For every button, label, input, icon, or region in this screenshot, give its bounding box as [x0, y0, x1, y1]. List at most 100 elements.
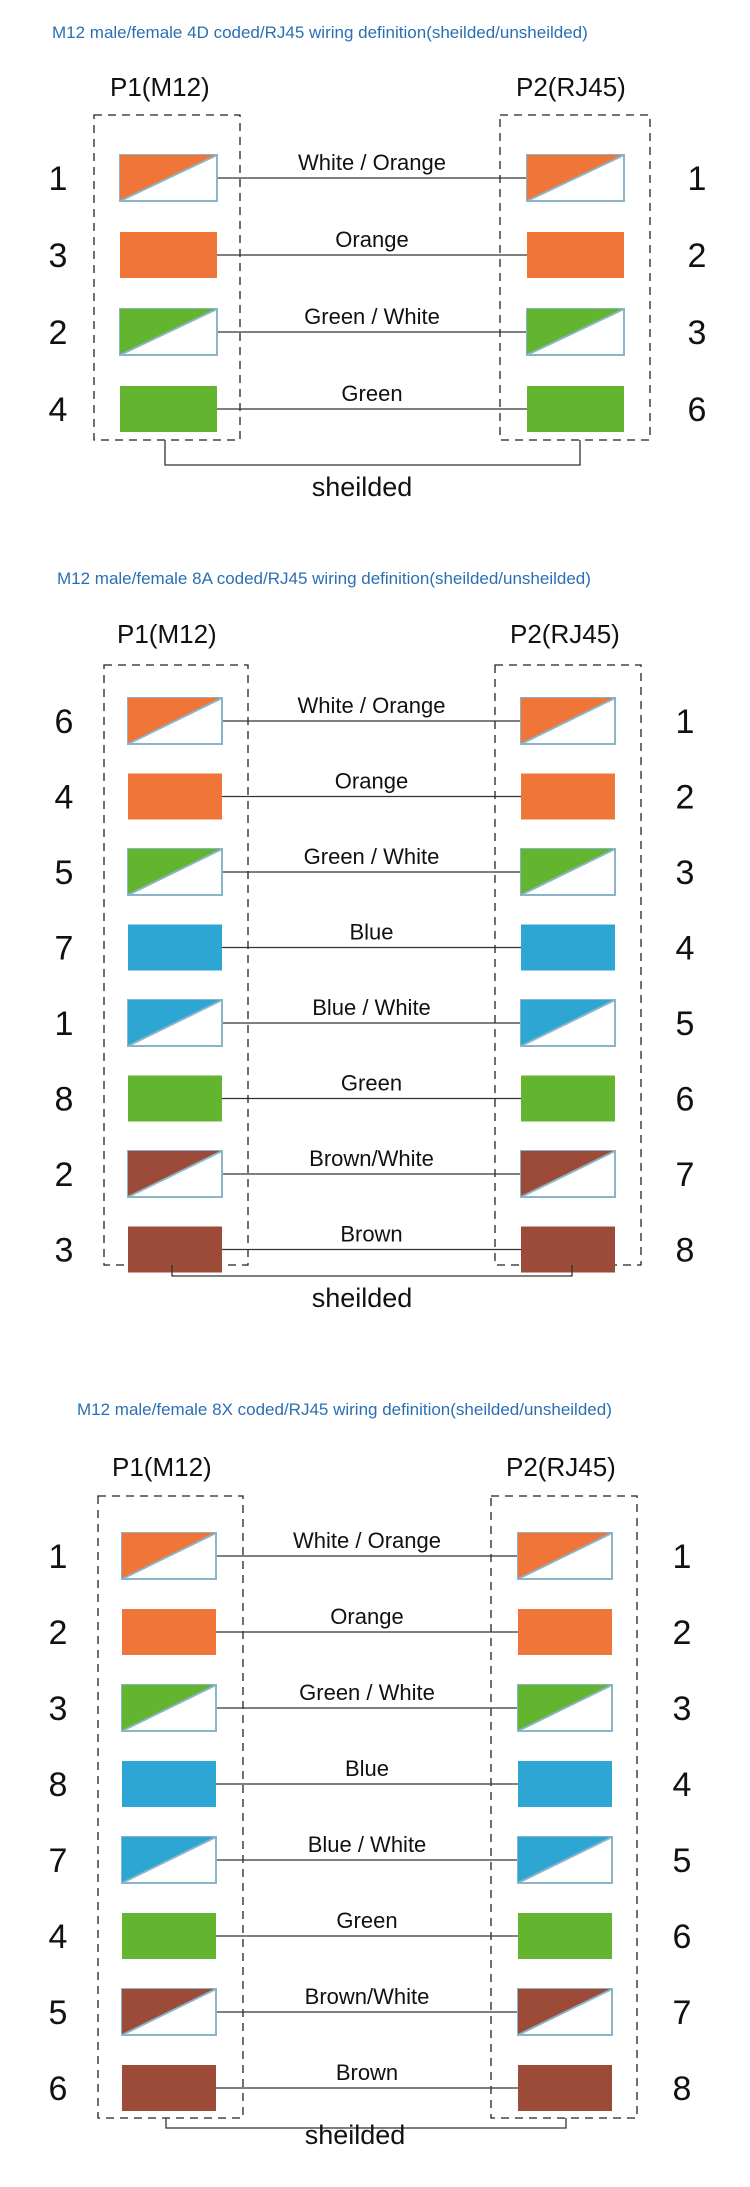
left-wire-swatch [127, 999, 223, 1047]
wire-label: Brown/White [309, 1146, 434, 1171]
left-wire-swatch [121, 1684, 217, 1732]
right-pin-number: 6 [688, 391, 707, 429]
left-pin-number: 2 [49, 314, 68, 352]
left-wire-swatch [128, 773, 222, 820]
wiring-diagram-2: M12 male/female 8A coded/RJ45 wiring def… [55, 569, 695, 1313]
right-connector-header: P2(RJ45) [506, 1452, 616, 1482]
left-pin-number: 4 [49, 391, 68, 429]
wire-row: Blue / White 1 5 [55, 995, 695, 1047]
wire-label: Orange [335, 227, 408, 252]
right-pin-number: 4 [673, 1766, 692, 1804]
right-pin-number: 1 [676, 703, 695, 741]
wire-label: Green [341, 1071, 402, 1096]
left-wire-swatch [120, 386, 217, 432]
right-wire-swatch [517, 1684, 613, 1732]
wire-label: Green / White [299, 1680, 435, 1705]
right-connector-box [499, 114, 651, 441]
right-wire-swatch [520, 848, 616, 896]
wire-row: Brown 3 8 [55, 1222, 694, 1273]
right-wire-swatch [517, 1532, 613, 1580]
right-pin-number: 7 [676, 1156, 695, 1194]
diagram-title: M12 male/female 4D coded/RJ45 wiring def… [52, 23, 588, 42]
left-pin-number: 2 [55, 1156, 74, 1194]
left-wire-swatch [119, 154, 218, 202]
left-pin-number: 1 [55, 1005, 74, 1043]
wire-label: White / Orange [298, 693, 446, 718]
right-pin-number: 7 [673, 1994, 692, 2032]
right-pin-number: 3 [688, 314, 707, 352]
right-pin-number: 2 [673, 1614, 692, 1652]
wire-label: Blue / White [308, 1832, 427, 1857]
right-pin-number: 5 [676, 1005, 695, 1043]
wire-row: Brown/White 5 7 [49, 1984, 692, 2036]
left-pin-number: 8 [55, 1081, 74, 1119]
shield-bracket [165, 2118, 567, 2129]
right-connector-box [490, 1495, 638, 2119]
wire-row: Orange 4 2 [55, 769, 695, 820]
left-pin-number: 5 [49, 1994, 68, 2032]
left-wire-swatch [121, 1532, 217, 1580]
right-pin-number: 8 [673, 2070, 692, 2108]
right-pin-number: 5 [673, 1842, 692, 1880]
left-connector-header: P1(M12) [117, 619, 217, 649]
wire-label: White / Orange [298, 150, 446, 175]
wiring-diagram-1: M12 male/female 4D coded/RJ45 wiring def… [49, 23, 707, 502]
right-pin-number: 2 [688, 237, 707, 275]
wire-label: Green / White [304, 844, 440, 869]
wire-row: Green / White 3 3 [49, 1680, 692, 1732]
left-wire-swatch [119, 308, 218, 356]
left-wire-swatch [122, 1609, 216, 1655]
shield-label: sheilded [312, 1283, 413, 1313]
left-wire-swatch [122, 1761, 216, 1807]
left-pin-number: 1 [49, 1538, 68, 1576]
right-wire-swatch [521, 1226, 615, 1273]
right-pin-number: 3 [673, 1690, 692, 1728]
wire-label: Blue [349, 920, 393, 945]
wire-row: Blue 8 4 [49, 1756, 692, 1807]
right-wire-swatch [521, 1075, 615, 1122]
wiring-diagram-3: M12 male/female 8X coded/RJ45 wiring def… [49, 1400, 692, 2150]
wire-row: Green / White 5 3 [55, 844, 694, 896]
wire-label: Brown/White [305, 1984, 430, 2009]
wire-label: Blue / White [312, 995, 431, 1020]
left-pin-number: 1 [49, 160, 68, 198]
wire-label: White / Orange [293, 1528, 441, 1553]
right-pin-number: 1 [673, 1538, 692, 1576]
diagram-title: M12 male/female 8A coded/RJ45 wiring def… [57, 569, 591, 588]
shield-bracket [164, 440, 581, 466]
wire-label: Green [341, 381, 402, 406]
wire-label: Green [336, 1908, 397, 1933]
left-wire-swatch [122, 1913, 216, 1959]
wire-row: White / Orange 1 1 [49, 1528, 692, 1580]
right-pin-number: 6 [673, 1918, 692, 1956]
left-connector-header: P1(M12) [110, 72, 210, 102]
right-wire-swatch [520, 697, 616, 745]
shield-bracket [171, 1265, 573, 1277]
left-pin-number: 4 [49, 1918, 68, 1956]
left-connector-box [93, 114, 241, 441]
right-pin-number: 1 [688, 160, 707, 198]
right-wire-swatch [527, 386, 624, 432]
right-wire-swatch [518, 1761, 612, 1807]
left-pin-number: 3 [49, 1690, 68, 1728]
left-pin-number: 4 [55, 779, 74, 817]
wire-row: White / Orange 1 1 [49, 150, 707, 202]
left-connector-header: P1(M12) [112, 1452, 212, 1482]
left-wire-swatch [121, 1988, 217, 2036]
wire-row: Brown/White 2 7 [55, 1146, 695, 1198]
left-pin-number: 7 [49, 1842, 68, 1880]
wire-row: Blue 7 4 [55, 920, 694, 971]
left-wire-swatch [128, 924, 222, 971]
right-wire-swatch [526, 154, 625, 202]
wire-label: Brown [340, 1222, 402, 1247]
right-pin-number: 6 [676, 1081, 695, 1119]
right-pin-number: 2 [676, 779, 695, 817]
left-wire-swatch [127, 1150, 223, 1198]
right-wire-swatch [517, 1836, 613, 1884]
right-wire-swatch [518, 2065, 612, 2111]
wire-row: Blue / White 7 5 [49, 1832, 692, 1884]
right-wire-swatch [527, 232, 624, 278]
left-wire-swatch [122, 2065, 216, 2111]
left-pin-number: 6 [49, 2070, 68, 2108]
